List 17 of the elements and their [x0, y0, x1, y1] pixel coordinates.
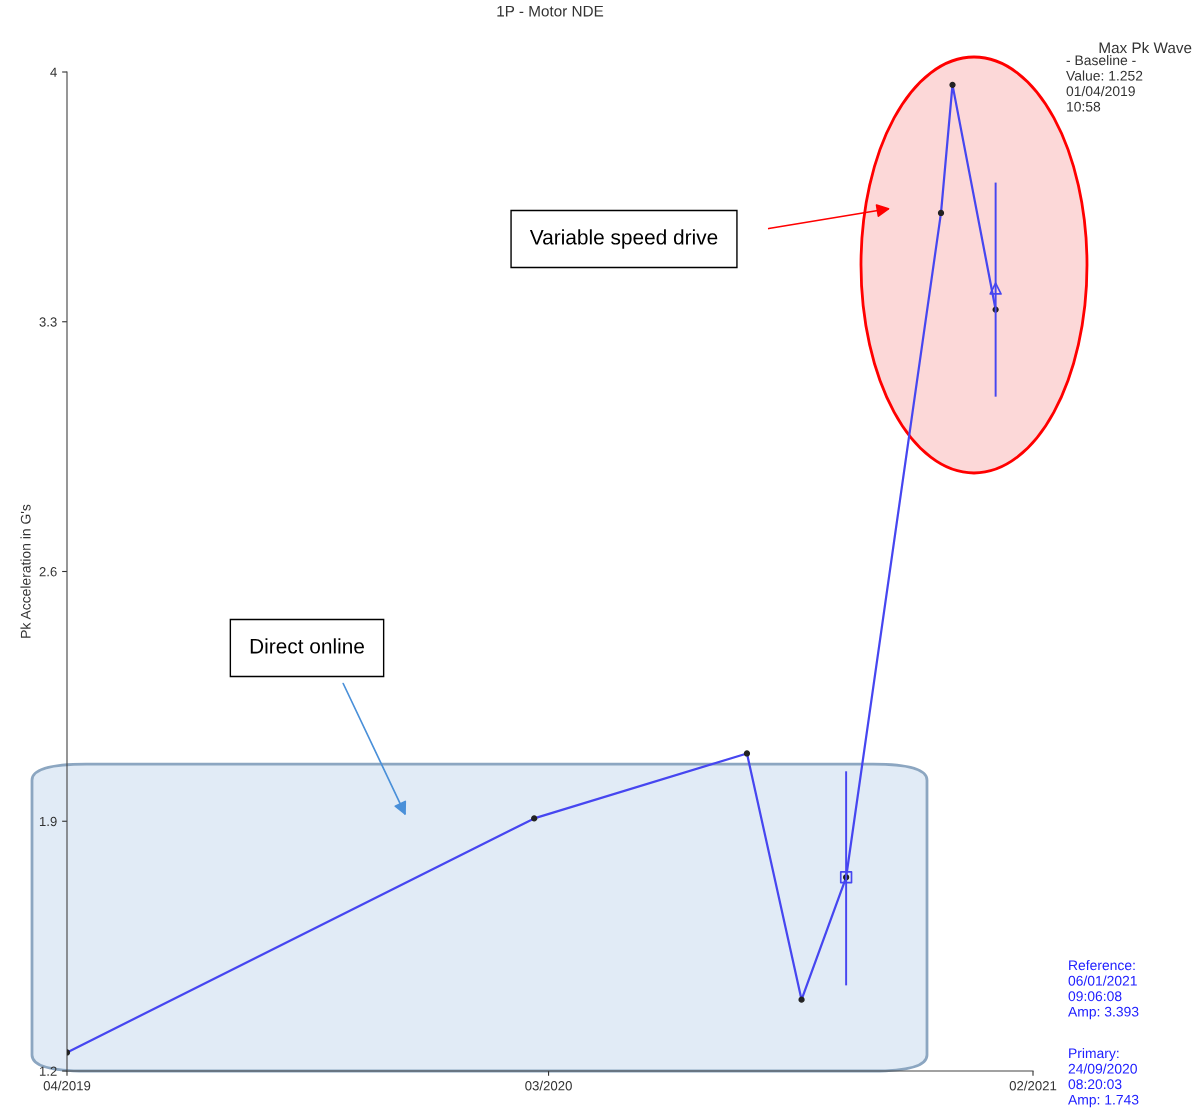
x-tick-label: 03/2020: [525, 1080, 572, 1091]
text: - Baseline - Value: 1.252 01/04/2019 10:58: [1066, 55, 1143, 112]
y-tick-label: 2.6: [39, 567, 57, 577]
y-tick-label: 1.2: [39, 1066, 57, 1076]
y-axis-title: Pk Acceleration in G's: [20, 504, 31, 638]
x-tick-label: 02/2021: [1009, 1080, 1057, 1091]
text: Max Pk Wave: [1099, 42, 1192, 54]
annotation: Direct online: [250, 638, 364, 654]
y-tick-label: 4: [50, 67, 57, 77]
point: [989, 282, 1002, 295]
y-tick-label: 3.3: [39, 317, 57, 327]
text: Reference: 06/01/2021 09:06:08 Amp: 3.393: [1068, 960, 1139, 1020]
y-tick-label: 1.9: [39, 816, 57, 827]
chart-title: 1P - Motor NDE: [497, 5, 604, 17]
text: Primary: 24/09/2020 08:20:03 Amp: 1.743: [1068, 1048, 1139, 1108]
x-tick-label: 04/2019: [43, 1080, 91, 1091]
annotation: Variable speed drive: [529, 229, 718, 249]
